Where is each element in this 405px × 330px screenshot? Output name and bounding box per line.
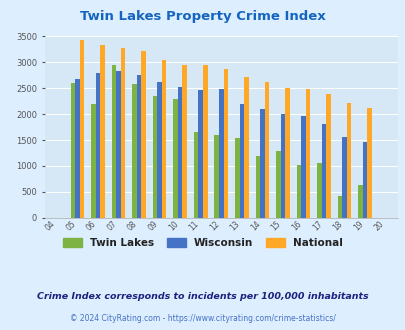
Bar <box>362 142 367 218</box>
Legend: Twin Lakes, Wisconsin, National: Twin Lakes, Wisconsin, National <box>59 234 346 252</box>
Bar <box>321 124 325 218</box>
Bar <box>111 65 116 218</box>
Text: © 2024 CityRating.com - https://www.cityrating.com/crime-statistics/: © 2024 CityRating.com - https://www.city… <box>70 314 335 323</box>
Bar <box>173 99 177 218</box>
Bar <box>100 45 104 218</box>
Bar <box>182 65 187 218</box>
Bar <box>341 137 346 218</box>
Bar <box>316 163 321 218</box>
Bar <box>157 82 162 218</box>
Bar <box>121 48 125 218</box>
Bar <box>96 73 100 218</box>
Bar <box>280 114 284 218</box>
Bar <box>153 96 157 218</box>
Bar <box>325 94 330 218</box>
Bar <box>264 82 269 218</box>
Text: Twin Lakes Property Crime Index: Twin Lakes Property Crime Index <box>80 10 325 23</box>
Bar <box>367 108 371 218</box>
Bar <box>202 65 207 218</box>
Bar <box>141 51 145 218</box>
Bar <box>260 110 264 218</box>
Bar <box>243 77 248 218</box>
Bar <box>305 89 309 218</box>
Bar <box>346 103 350 218</box>
Bar <box>296 165 301 218</box>
Bar <box>79 41 84 218</box>
Bar <box>132 84 136 218</box>
Bar <box>214 135 218 218</box>
Bar <box>198 90 202 218</box>
Bar <box>116 71 121 218</box>
Bar <box>223 69 228 218</box>
Bar <box>91 104 96 218</box>
Bar <box>301 116 305 218</box>
Bar <box>194 132 198 218</box>
Bar <box>357 185 362 218</box>
Bar <box>234 139 239 218</box>
Bar <box>136 75 141 218</box>
Bar <box>75 79 79 218</box>
Bar <box>70 83 75 218</box>
Bar <box>218 89 223 218</box>
Bar <box>275 151 280 218</box>
Text: Crime Index corresponds to incidents per 100,000 inhabitants: Crime Index corresponds to incidents per… <box>37 292 368 301</box>
Bar <box>284 88 289 218</box>
Bar <box>337 196 341 218</box>
Bar <box>162 60 166 218</box>
Bar <box>239 104 243 218</box>
Bar <box>255 155 260 218</box>
Bar <box>177 87 182 218</box>
